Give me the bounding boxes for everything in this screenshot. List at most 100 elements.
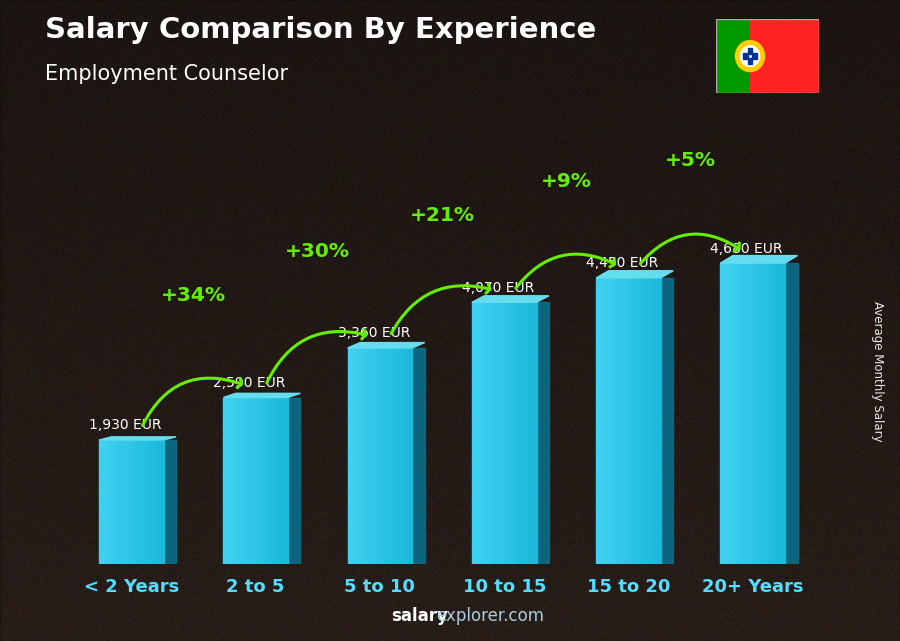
Bar	[112, 440, 115, 564]
Bar	[252, 397, 256, 564]
Bar	[518, 303, 520, 564]
Polygon shape	[785, 263, 797, 564]
Bar	[158, 440, 160, 564]
Bar	[259, 397, 262, 564]
Bar	[654, 278, 658, 564]
Bar	[141, 440, 144, 564]
Text: explorer.com: explorer.com	[436, 607, 544, 625]
Text: Employment Counselor: Employment Counselor	[45, 64, 288, 84]
Text: 3,360 EUR: 3,360 EUR	[338, 326, 410, 340]
Bar	[730, 263, 734, 564]
Polygon shape	[288, 397, 301, 564]
Text: 2,590 EUR: 2,590 EUR	[213, 376, 285, 390]
Polygon shape	[347, 342, 425, 348]
Bar	[246, 397, 249, 564]
Bar	[599, 278, 603, 564]
Bar	[644, 278, 648, 564]
Bar	[374, 348, 377, 564]
Bar	[504, 303, 508, 564]
Text: +34%: +34%	[161, 286, 226, 304]
Bar	[524, 303, 526, 564]
Polygon shape	[223, 394, 301, 397]
Text: 1,930 EUR: 1,930 EUR	[89, 419, 161, 433]
Bar	[347, 348, 351, 564]
Bar	[249, 397, 252, 564]
Text: Average Monthly Salary: Average Monthly Salary	[871, 301, 884, 442]
Bar	[144, 440, 148, 564]
Bar	[150, 440, 154, 564]
Bar	[367, 348, 370, 564]
Bar	[105, 440, 109, 564]
Text: salary: salary	[392, 607, 448, 625]
Bar	[520, 303, 524, 564]
Bar	[115, 440, 119, 564]
Bar	[748, 58, 752, 64]
Bar	[479, 303, 482, 564]
Bar	[393, 348, 396, 564]
Polygon shape	[164, 440, 176, 564]
Bar	[135, 440, 138, 564]
Bar	[651, 278, 654, 564]
Bar	[734, 263, 736, 564]
Text: Salary Comparison By Experience: Salary Comparison By Experience	[45, 16, 596, 44]
Bar	[370, 348, 374, 564]
Polygon shape	[412, 348, 425, 564]
Bar	[386, 348, 390, 564]
Bar	[752, 53, 757, 59]
Bar	[776, 263, 778, 564]
Bar	[494, 303, 498, 564]
Bar	[278, 397, 282, 564]
Text: 4,070 EUR: 4,070 EUR	[462, 281, 534, 295]
Text: +5%: +5%	[665, 151, 716, 171]
Bar	[638, 278, 642, 564]
Polygon shape	[536, 303, 549, 564]
Circle shape	[741, 46, 760, 67]
Bar	[716, 19, 750, 93]
Bar	[721, 263, 724, 564]
Polygon shape	[596, 271, 673, 278]
Bar	[658, 278, 661, 564]
Bar	[390, 348, 393, 564]
Bar	[131, 440, 135, 564]
Text: +21%: +21%	[410, 206, 474, 224]
Bar	[282, 397, 284, 564]
Bar	[628, 278, 632, 564]
Bar	[275, 397, 278, 564]
Polygon shape	[661, 278, 673, 564]
Bar	[508, 303, 510, 564]
Bar	[748, 48, 752, 54]
Bar	[622, 278, 626, 564]
Bar	[612, 278, 616, 564]
Bar	[746, 263, 750, 564]
Bar	[109, 440, 112, 564]
Bar	[230, 397, 233, 564]
Bar	[727, 263, 730, 564]
Bar	[472, 303, 475, 564]
Bar	[772, 263, 776, 564]
Bar	[380, 348, 383, 564]
Bar	[488, 303, 491, 564]
Bar	[743, 263, 746, 564]
Bar	[409, 348, 412, 564]
Bar	[750, 263, 752, 564]
Bar	[160, 440, 164, 564]
Bar	[227, 397, 230, 564]
Bar	[606, 278, 609, 564]
Bar	[272, 397, 275, 564]
Bar	[103, 440, 105, 564]
Bar	[266, 397, 268, 564]
Bar	[635, 278, 638, 564]
Bar	[475, 303, 479, 564]
Bar	[357, 348, 361, 564]
Bar	[769, 263, 772, 564]
Bar	[125, 440, 128, 564]
Bar	[626, 278, 628, 564]
Bar	[609, 278, 612, 564]
Bar	[383, 348, 386, 564]
Polygon shape	[472, 296, 549, 303]
Bar	[233, 397, 237, 564]
Bar	[364, 348, 367, 564]
Text: +30%: +30%	[285, 242, 350, 261]
Bar	[396, 348, 400, 564]
Bar	[510, 303, 514, 564]
